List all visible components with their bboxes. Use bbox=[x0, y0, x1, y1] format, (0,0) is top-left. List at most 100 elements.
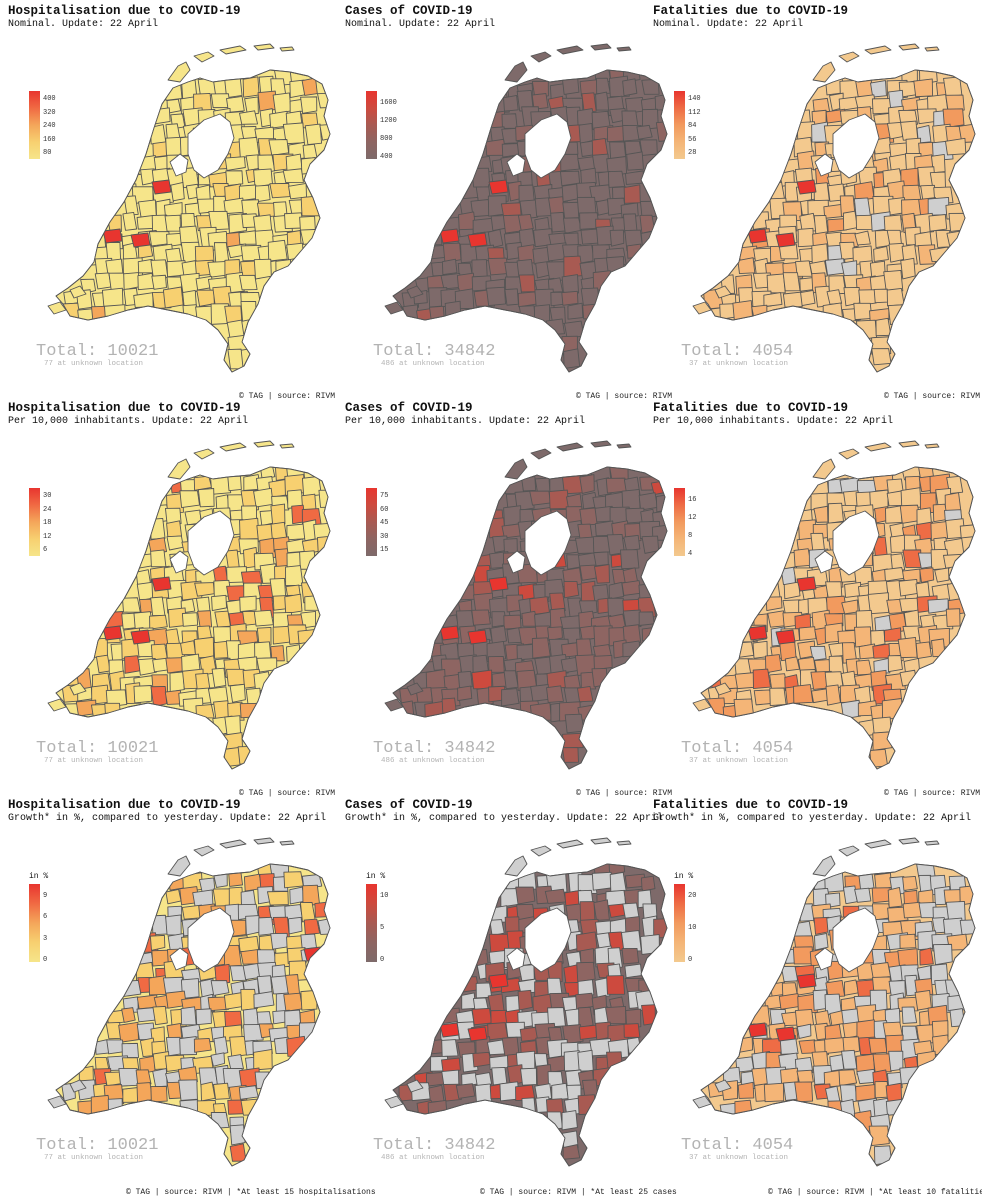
island bbox=[384, 698, 404, 712]
island bbox=[167, 458, 191, 480]
municipality bbox=[471, 167, 491, 188]
legend-tick-label: 20 bbox=[688, 892, 697, 900]
municipality bbox=[267, 239, 288, 262]
total-label: Total: 10021 bbox=[36, 342, 159, 361]
municipality bbox=[319, 124, 330, 141]
municipality bbox=[238, 1085, 259, 1100]
municipality bbox=[457, 685, 473, 702]
municipality bbox=[229, 1124, 246, 1146]
municipality bbox=[620, 549, 640, 570]
source-credit: © TAG | source: RIVM bbox=[575, 789, 672, 798]
map-title: Hospitalisation due to COVID-19 bbox=[8, 798, 241, 812]
island bbox=[924, 840, 940, 846]
municipality bbox=[487, 228, 504, 249]
total-label: Total: 4054 bbox=[681, 1136, 794, 1155]
legend-tick-label: 15 bbox=[380, 546, 389, 554]
hotspot-municipality bbox=[102, 625, 123, 641]
municipality bbox=[900, 257, 916, 280]
municipality bbox=[594, 977, 611, 998]
municipality bbox=[429, 305, 445, 322]
municipality bbox=[200, 1081, 216, 1102]
municipality bbox=[531, 80, 549, 98]
municipality bbox=[913, 78, 934, 98]
municipality bbox=[197, 610, 213, 628]
municipality bbox=[545, 318, 565, 336]
hotspot-municipality bbox=[747, 1022, 768, 1038]
municipality bbox=[118, 1021, 139, 1043]
legend-tick-label: 16 bbox=[688, 496, 697, 504]
municipality bbox=[873, 288, 889, 304]
municipality bbox=[887, 304, 905, 325]
hotspot-municipality bbox=[775, 629, 796, 645]
municipality bbox=[606, 975, 626, 995]
municipality bbox=[152, 1068, 168, 1088]
municipality bbox=[883, 270, 904, 292]
municipality bbox=[813, 505, 829, 523]
municipality bbox=[854, 230, 871, 246]
municipality bbox=[425, 1071, 445, 1087]
municipality bbox=[286, 644, 301, 663]
municipality bbox=[273, 1036, 289, 1055]
municipality bbox=[580, 228, 599, 245]
island bbox=[193, 51, 215, 63]
legend-tick-label: 10 bbox=[380, 892, 389, 900]
municipality bbox=[577, 874, 598, 895]
municipality bbox=[579, 625, 597, 641]
municipality bbox=[471, 669, 493, 690]
municipality bbox=[166, 520, 183, 538]
municipality bbox=[854, 626, 872, 648]
source-credit: © TAG | source: RIVM bbox=[883, 392, 980, 401]
municipality bbox=[887, 886, 903, 908]
island bbox=[556, 442, 584, 452]
municipality bbox=[302, 143, 318, 159]
municipality bbox=[809, 645, 827, 661]
hotspot-municipality bbox=[488, 179, 509, 195]
choropleth-map bbox=[384, 43, 668, 373]
municipality bbox=[763, 1082, 785, 1103]
municipality bbox=[578, 1024, 597, 1040]
municipality bbox=[164, 214, 181, 232]
municipality bbox=[268, 139, 290, 156]
municipality bbox=[621, 930, 642, 952]
municipality bbox=[577, 1094, 597, 1116]
municipality bbox=[811, 1051, 829, 1069]
source-credit: © TAG | source: RIVM bbox=[238, 392, 335, 401]
ijsselmeer-lake bbox=[832, 907, 880, 973]
country-border bbox=[55, 466, 331, 770]
legend-title: in % bbox=[29, 872, 49, 881]
municipality bbox=[517, 213, 534, 232]
municipality bbox=[919, 567, 935, 583]
municipality bbox=[152, 1005, 168, 1026]
municipality bbox=[150, 549, 167, 568]
hotspot-municipality bbox=[151, 179, 172, 195]
municipality bbox=[94, 272, 112, 290]
hotspot-municipality bbox=[130, 629, 151, 645]
municipality bbox=[195, 704, 215, 719]
municipality bbox=[563, 674, 581, 690]
legend-tick-label: 12 bbox=[688, 514, 697, 522]
map-subtitle: Nominal. Update: 22 April bbox=[8, 19, 159, 30]
municipality bbox=[563, 217, 582, 234]
municipality bbox=[626, 243, 642, 259]
municipality bbox=[780, 566, 796, 586]
municipality bbox=[426, 1039, 444, 1055]
total-label: Total: 4054 bbox=[681, 342, 794, 361]
municipality bbox=[150, 124, 167, 145]
municipality bbox=[529, 702, 552, 722]
municipality bbox=[226, 95, 245, 113]
municipality bbox=[884, 1007, 901, 1025]
municipality bbox=[122, 211, 138, 231]
legend-tick-label: 400 bbox=[380, 153, 393, 161]
municipality bbox=[549, 592, 566, 613]
country-border bbox=[55, 69, 331, 373]
island bbox=[530, 448, 552, 460]
island bbox=[838, 448, 860, 460]
legend-tick-label: 12 bbox=[43, 532, 52, 541]
municipality bbox=[258, 916, 275, 936]
markermeer-lake bbox=[169, 153, 189, 177]
municipality bbox=[567, 302, 584, 320]
ijsselmeer-lake bbox=[524, 907, 572, 973]
island bbox=[193, 845, 215, 857]
municipality bbox=[562, 201, 580, 220]
municipality bbox=[193, 475, 213, 491]
